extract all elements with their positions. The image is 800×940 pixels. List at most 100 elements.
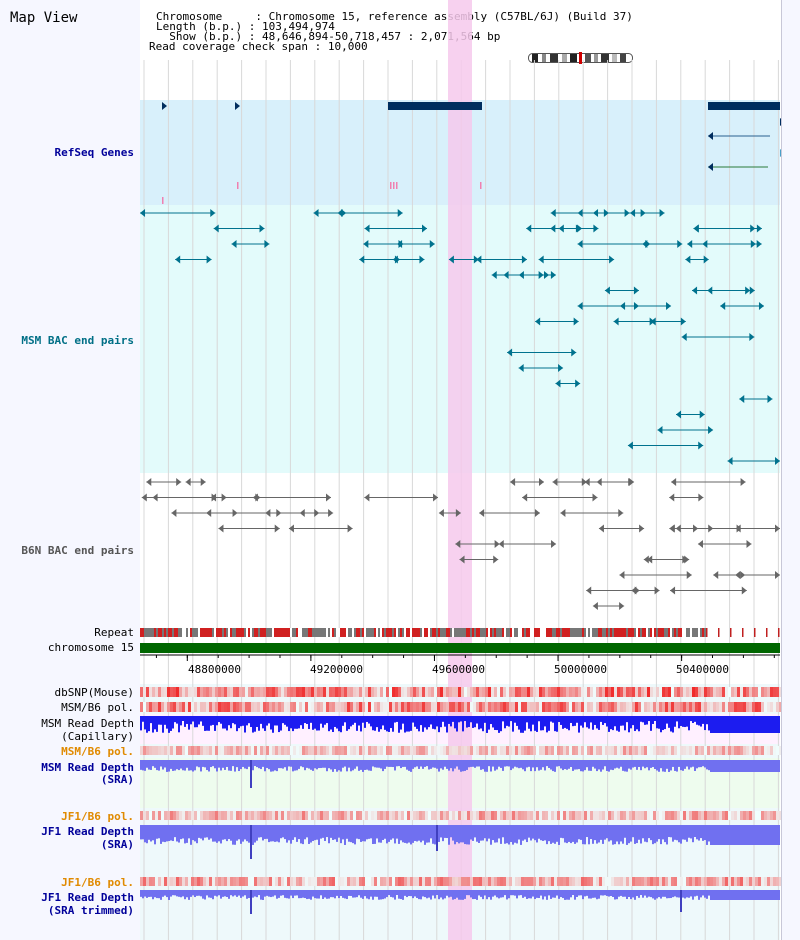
depth-bar <box>488 890 490 898</box>
track-label-msm-b6-pol[interactable]: MSM/B6 pol. <box>61 701 134 714</box>
polymorphism-mark <box>458 687 461 697</box>
polymorphism-mark <box>146 702 149 712</box>
depth-bar <box>476 890 478 900</box>
polymorphism-mark <box>545 687 548 697</box>
depth-bar <box>518 760 520 769</box>
depth-bar <box>528 890 530 899</box>
polymorphism-mark <box>293 811 296 820</box>
depth-bar <box>740 760 742 772</box>
polymorphism-mark <box>296 811 299 820</box>
polymorphism-mark <box>425 811 428 820</box>
track-label-jf1-depth-trim[interactable]: JF1 Read Depth <box>41 891 134 904</box>
track-label-b6n-bac[interactable]: B6N BAC end pairs <box>21 544 134 557</box>
depth-bar <box>240 716 242 727</box>
polymorphism-mark <box>719 687 722 697</box>
msm-bac-end <box>756 224 762 233</box>
depth-bar <box>708 890 710 896</box>
polymorphism-mark <box>332 687 335 697</box>
repeat-mark <box>240 628 242 637</box>
polymorphism-mark <box>203 811 206 820</box>
repeat-mark <box>386 628 388 637</box>
polymorphism-mark <box>446 746 449 755</box>
track-label-dbsnp[interactable]: dbSNP(Mouse) <box>54 686 134 699</box>
depth-bar <box>714 825 716 845</box>
track-label-refseq[interactable]: RefSeq Genes <box>54 146 134 159</box>
track-label-msm-b6-pol-2[interactable]: MSM/B6 pol. <box>61 745 134 758</box>
track-label-jf1-depth-sub: (SRA) <box>100 838 134 851</box>
polymorphism-mark <box>173 811 176 820</box>
polymorphism-mark <box>599 687 602 697</box>
depth-bar <box>696 716 698 725</box>
polymorphism-mark <box>599 702 602 712</box>
polymorphism-mark <box>356 687 359 697</box>
track-label-msm-depth-sra[interactable]: MSM Read Depth <box>41 761 134 774</box>
polymorphism-mark <box>515 811 518 820</box>
b6n-bac-end <box>634 586 640 595</box>
depth-bar <box>570 825 572 844</box>
polymorphism-mark <box>779 702 781 712</box>
depth-bar <box>764 890 766 900</box>
track-label-repeat[interactable]: Repeat <box>94 626 134 639</box>
polymorphism-mark <box>182 702 185 712</box>
depth-bar <box>458 760 460 770</box>
depth-bar <box>470 716 472 723</box>
polymorphism-mark <box>434 746 437 755</box>
polymorphism-mark <box>422 877 425 886</box>
depth-bar <box>706 890 708 899</box>
depth-bar <box>252 716 254 733</box>
depth-bar <box>536 825 538 843</box>
polymorphism-mark <box>194 687 197 697</box>
polymorphism-mark <box>167 702 170 712</box>
depth-bar <box>690 825 692 839</box>
depth-bar <box>240 890 242 898</box>
chromosome-ideogram-icon[interactable] <box>528 52 634 64</box>
repeat-mark <box>670 628 672 637</box>
polymorphism-mark <box>746 687 749 697</box>
track-label-chromosome[interactable]: chromosome 15 <box>47 641 134 654</box>
track-canvas[interactable] <box>140 0 781 940</box>
msm-bac-end <box>575 379 581 388</box>
depth-bar <box>668 825 670 838</box>
repeat-mark <box>422 628 424 637</box>
depth-bar <box>766 890 768 900</box>
depth-bar <box>748 716 750 733</box>
depth-bar <box>742 890 744 900</box>
depth-bar <box>774 825 776 845</box>
b6n-bac-end <box>639 524 645 533</box>
depth-bar <box>608 890 610 897</box>
depth-bar <box>294 890 296 896</box>
msm-bac-end <box>593 224 599 233</box>
scroll-edge[interactable] <box>781 0 800 940</box>
track-label-jf1-b6-pol[interactable]: JF1/B6 pol. <box>61 810 134 823</box>
track-label-msm-depth-cap[interactable]: MSM Read Depth <box>41 717 134 730</box>
depth-bar <box>508 890 510 899</box>
polymorphism-mark <box>335 702 338 712</box>
track-label-jf1-b6-pol-2[interactable]: JF1/B6 pol. <box>61 876 134 889</box>
depth-bar <box>708 760 710 771</box>
polymorphism-mark <box>275 877 278 886</box>
polymorphism-mark <box>482 687 485 697</box>
depth-bar <box>152 716 154 733</box>
polymorphism-mark <box>140 702 143 712</box>
polymorphism-mark <box>188 811 191 820</box>
polymorphism-mark <box>434 702 437 712</box>
depth-bar <box>190 716 192 725</box>
track-label-jf1-depth[interactable]: JF1 Read Depth <box>41 825 134 838</box>
track-label-msm-bac[interactable]: MSM BAC end pairs <box>21 334 134 347</box>
polymorphism-mark <box>518 877 521 886</box>
depth-bar <box>596 890 598 900</box>
polymorphism-mark <box>743 702 746 712</box>
depth-bar <box>552 825 554 843</box>
b6n-bac-end <box>669 524 675 533</box>
depth-bar <box>552 760 554 772</box>
depth-bar <box>664 760 666 772</box>
depth-bar <box>416 760 418 767</box>
polymorphism-mark <box>359 877 362 886</box>
depth-bar <box>168 825 170 842</box>
polymorphism-mark <box>269 746 272 755</box>
repeat-mark <box>742 628 744 637</box>
depth-bar <box>470 825 472 840</box>
depth-bar <box>702 890 704 896</box>
depth-bar <box>648 825 650 839</box>
track-label-column <box>0 0 140 940</box>
